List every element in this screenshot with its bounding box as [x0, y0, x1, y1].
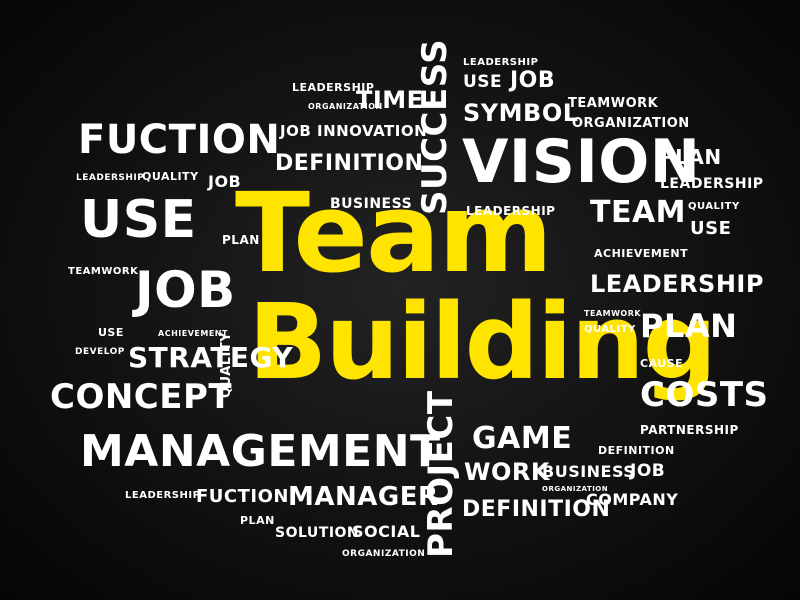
- word-fuction: FUCTION: [78, 117, 281, 163]
- word-job: JOB: [510, 68, 556, 93]
- word-leadership: LEADERSHIP: [466, 204, 556, 218]
- word-job: JOB: [208, 172, 242, 191]
- word-business: BUSINESS: [330, 196, 413, 212]
- word-definition: DEFINITION: [598, 444, 675, 457]
- word-job: JOB: [135, 261, 236, 319]
- word-vision: VISION: [462, 127, 701, 197]
- word-fuction: FUCTION: [196, 486, 289, 507]
- word-quality: QUALITY: [688, 201, 740, 212]
- word-management: MANAGEMENT: [80, 426, 441, 477]
- word-leadership: LEADERSHIP: [463, 57, 539, 68]
- word-definition: DEFINITION: [462, 497, 611, 522]
- word-job: JOB: [630, 461, 666, 481]
- word-teamwork: TEAMWORK: [568, 96, 659, 111]
- word-partnership: PARTNERSHIP: [640, 423, 739, 437]
- word-strategy: CONCEPT: [50, 377, 233, 417]
- word-business: BUSINESS: [542, 462, 636, 481]
- word-organization: ORGANIZATION: [572, 116, 690, 131]
- word-cause: STRATEGY: [128, 341, 294, 374]
- word-organization: ORGANIZATION: [542, 485, 609, 493]
- word-company: COMPANY: [586, 490, 679, 509]
- word-use: USE: [80, 190, 197, 250]
- word-teamwork: TEAMWORK: [68, 266, 139, 277]
- word-definition: DEFINITION: [275, 151, 424, 176]
- word-quality: QUALITY: [142, 170, 199, 183]
- word-work: WORK: [464, 458, 550, 486]
- word-plan: PLAN: [240, 514, 275, 527]
- word-organization: ORGANIZATION: [308, 102, 383, 111]
- word-leadership: LEADERSHIP: [660, 176, 764, 192]
- title-word-team: Team: [235, 169, 553, 297]
- word-leadership: LEADERSHIP: [76, 173, 145, 183]
- word-social: SOCIAL: [352, 522, 421, 541]
- word-plan: PLAN: [640, 307, 738, 345]
- word-costs: COSTS: [640, 375, 769, 415]
- word-quality: QUALITY: [584, 324, 636, 335]
- word-team: TEAM: [590, 195, 687, 230]
- word-concept: CAUSE: [640, 357, 684, 370]
- word-use: USE: [98, 326, 124, 339]
- word-organization: ORGANIZATION: [342, 549, 426, 559]
- word-use: USE: [463, 72, 503, 92]
- word-job-innovation: JOB INNOVATION: [280, 122, 428, 140]
- word-use: USE: [690, 218, 732, 239]
- word-time: TIME: [356, 86, 424, 114]
- word-solution: SOLUTION: [275, 525, 360, 541]
- word-achievement: ACHIEVEMENT: [158, 329, 228, 338]
- word-plan: PLAN: [222, 233, 260, 247]
- word-leadership: LEADERSHIP: [292, 81, 375, 94]
- word-develop: DEVELOP: [75, 347, 125, 357]
- word-manager: MANAGER: [288, 482, 439, 512]
- title-word-building: Building: [248, 281, 717, 403]
- word-leadership: LEADERSHIP: [125, 490, 201, 501]
- word-plan: PLAN: [660, 145, 722, 169]
- word-game: GAME: [472, 421, 573, 456]
- word-leadership: LEADERSHIP: [590, 270, 764, 298]
- word-symbol: SYMBOL: [463, 99, 579, 127]
- word-project: PROJECT: [421, 390, 461, 558]
- word-achievement: ACHIEVEMENT: [594, 247, 689, 260]
- word-teamwork: TEAMWORK: [584, 309, 642, 318]
